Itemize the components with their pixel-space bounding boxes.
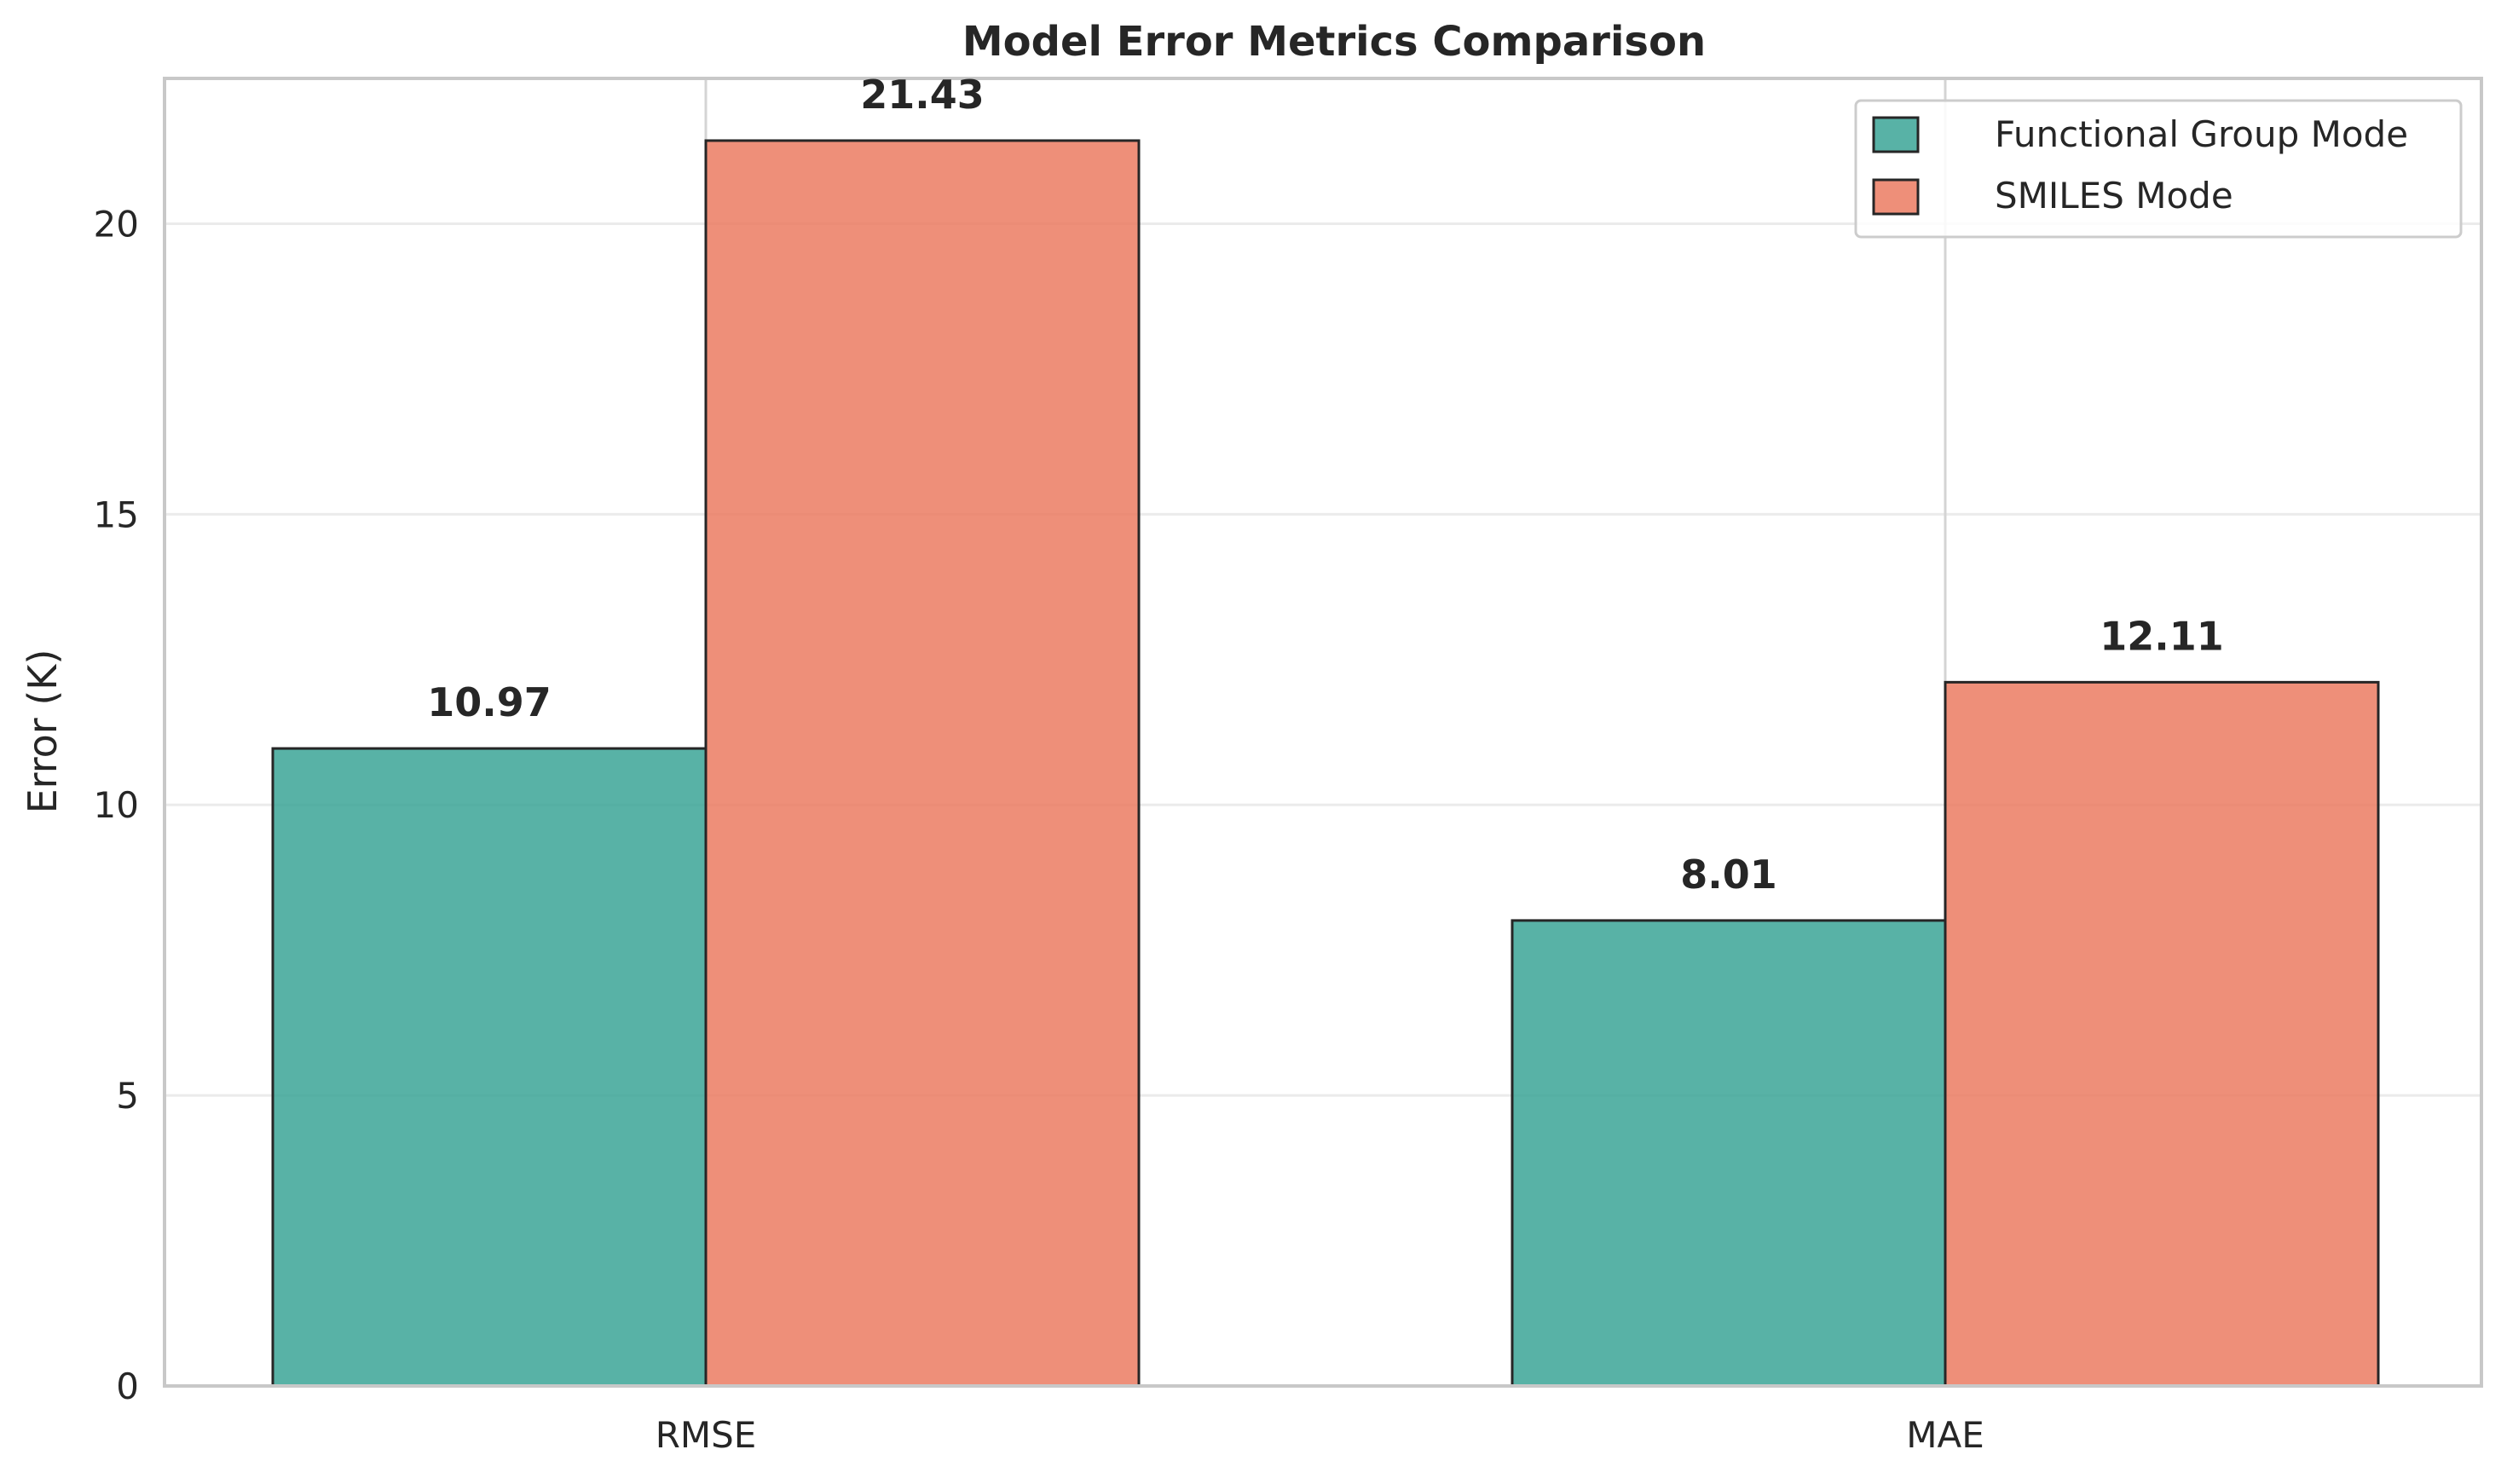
legend: Functional Group Mode SMILES Mode [1854, 99, 2463, 239]
bars [271, 139, 2380, 1388]
chart-title: Model Error Metrics Comparison [962, 18, 1706, 66]
plot-frame [163, 77, 2483, 1388]
y-tick-label: 20 [94, 203, 139, 245]
x-axis-ticks: RMSE MAE [656, 1414, 1984, 1456]
legend-swatch-smiles-mode [1872, 178, 1920, 216]
x-tick-label-mae: MAE [1906, 1414, 1984, 1456]
y-tick-label: 5 [116, 1075, 139, 1117]
value-label-smiles-mode-rmse: 21.43 [860, 72, 985, 118]
bar-functional-group-mode-mae [1511, 919, 1947, 1388]
value-label-smiles-mode-mae: 12.11 [2100, 613, 2224, 659]
bar-functional-group-mode-rmse [271, 747, 708, 1388]
y-axis-label: Error (K) [20, 650, 66, 814]
value-label-functional-group-mode-rmse: 10.97 [427, 679, 552, 725]
value-label-functional-group-mode-mae: 8.01 [1680, 852, 1777, 898]
legend-box [1854, 99, 2463, 239]
legend-swatch-functional-group-mode [1872, 116, 1920, 153]
y-tick-label: 0 [116, 1366, 139, 1407]
y-tick-label: 15 [94, 494, 139, 535]
value-labels: 10.97 8.01 21.43 12.11 [427, 72, 2224, 898]
y-tick-label: 10 [94, 784, 139, 826]
legend-label-smiles-mode: SMILES Mode [1995, 175, 2233, 217]
bar-smiles-mode-rmse [704, 139, 1141, 1388]
y-axis-ticks: 0 5 10 15 20 [94, 203, 139, 1407]
legend-label-functional-group-mode: Functional Group Mode [1995, 113, 2408, 155]
bar-smiles-mode-mae [1944, 680, 2380, 1388]
x-tick-label-rmse: RMSE [656, 1414, 757, 1456]
